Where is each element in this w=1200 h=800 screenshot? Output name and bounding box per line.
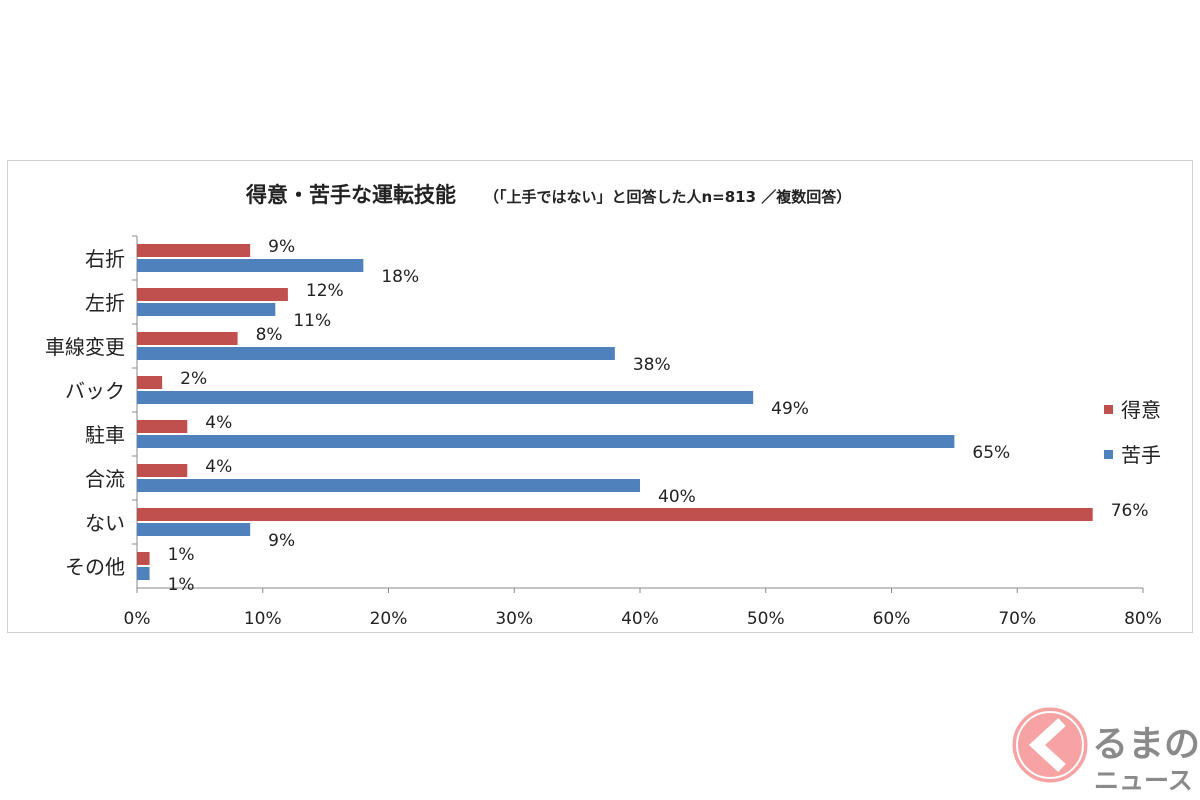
x-tick-label: 60% [873, 609, 911, 629]
bar-得意 [137, 508, 1093, 521]
category-label: 駐車 [85, 423, 125, 447]
data-label: 2% [180, 369, 207, 389]
legend-label: 苦手 [1121, 443, 1161, 467]
data-label: 40% [658, 487, 696, 507]
data-label: 8% [256, 325, 283, 345]
bar-得意 [137, 464, 188, 477]
x-tick-label: 10% [244, 609, 282, 629]
data-label: 4% [205, 457, 232, 477]
legend-swatch [1104, 405, 1113, 414]
x-tick-label: 0% [124, 609, 151, 629]
category-label: ない [85, 511, 125, 535]
data-label: 49% [771, 399, 809, 419]
data-label: 76% [1111, 501, 1149, 521]
data-label: 12% [306, 281, 344, 301]
data-label: 65% [972, 443, 1010, 463]
category-label: 右折 [85, 247, 125, 271]
data-label: 9% [268, 237, 295, 257]
category-label: 左折 [85, 291, 125, 315]
x-tick-label: 70% [998, 609, 1036, 629]
bar-苦手 [137, 347, 615, 360]
bar-苦手 [137, 479, 640, 492]
x-tick-label: 80% [1124, 609, 1162, 629]
chart-subtitle: （「上手ではない」と回答した人n=813 ／複数回答） [484, 188, 851, 206]
x-tick-label: 20% [370, 609, 408, 629]
data-label: 4% [205, 413, 232, 433]
plot-area: 0% 10% 20% 30% 40% 50% 60% 70% 80% 右折 9% 18% 左折 12% 11… [45, 235, 1162, 629]
bar-苦手 [137, 523, 251, 536]
data-label: 38% [633, 355, 671, 375]
category-label: 合流 [85, 467, 125, 491]
data-label: 11% [293, 311, 331, 331]
bar-得意 [137, 420, 188, 433]
bar-得意 [137, 288, 288, 301]
x-tick-label: 40% [621, 609, 659, 629]
category-label: バック [65, 379, 125, 403]
category-label: その他 [65, 555, 125, 579]
x-tick-label: 50% [747, 609, 785, 629]
svg-text:るまの: るまの [1092, 724, 1200, 765]
data-label: 9% [268, 531, 295, 551]
bar-得意 [137, 376, 163, 389]
legend-label: 得意 [1121, 398, 1161, 422]
data-label: 1% [168, 575, 195, 595]
x-tick-label: 30% [495, 609, 533, 629]
legend-swatch [1104, 450, 1113, 459]
bar-得意 [137, 552, 150, 565]
chart-title: 得意・苦手な運転技能 [245, 183, 456, 207]
bar-得意 [137, 244, 251, 257]
logo: るまの ニュース [1012, 707, 1200, 795]
category-label: 車線変更 [45, 335, 125, 359]
svg-text:ニュース: ニュース [1094, 766, 1193, 795]
bar-苦手 [137, 435, 955, 448]
data-label: 1% [168, 545, 195, 565]
bar-苦手 [137, 259, 364, 272]
bar-苦手 [137, 567, 150, 580]
bar-苦手 [137, 303, 276, 316]
bar-得意 [137, 332, 238, 345]
data-label: 18% [381, 267, 419, 287]
bar-苦手 [137, 391, 754, 404]
